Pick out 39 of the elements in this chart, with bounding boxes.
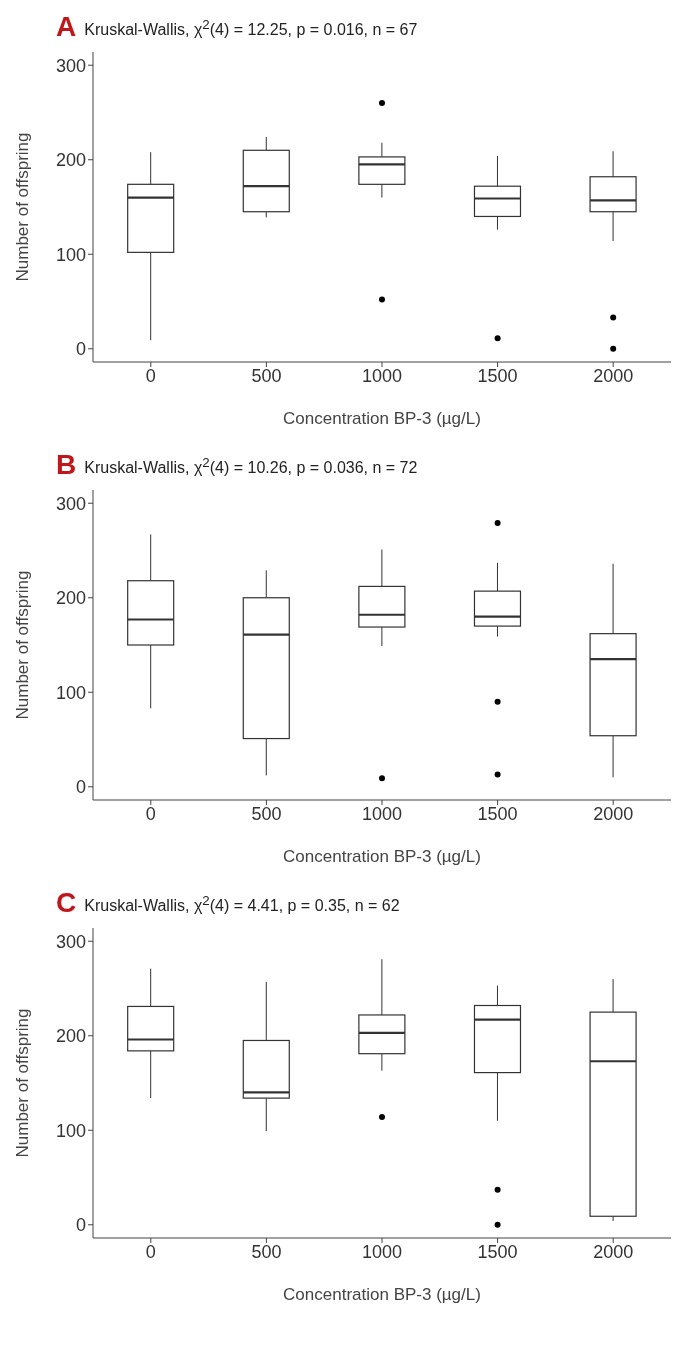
x-tick-label: 1500 <box>477 1241 518 1262</box>
y-tick-label: 0 <box>75 339 86 360</box>
x-tick-label: 1500 <box>477 803 518 824</box>
x-tick-label: 2000 <box>593 1241 634 1262</box>
x-tick-label: 1000 <box>361 1241 403 1262</box>
chart-title: Kruskal-Wallis, χ$^{2}$(4) = 4.41, p = 0.35, n = 62 <box>84 891 400 916</box>
text: B <box>56 449 77 480</box>
x-tick-label: 0 <box>145 1241 156 1262</box>
y-axis-title: Number of offspring <box>13 570 33 720</box>
x-tick-label: 2000 <box>593 803 634 824</box>
y-tick-label: 200 <box>55 150 86 171</box>
y-tick-label: 0 <box>75 1215 86 1236</box>
x-tick-label: 0 <box>145 365 156 386</box>
x-tick-label: 1000 <box>361 803 403 824</box>
y-tick-label: 300 <box>55 931 86 952</box>
y-tick-label: 300 <box>55 493 86 514</box>
x-tick-label: 2000 <box>593 365 634 386</box>
y-axis-title: Number of offspring <box>13 132 33 282</box>
y-tick-label: 100 <box>55 682 86 703</box>
x-tick-label: 500 <box>251 803 282 824</box>
text: A <box>56 11 77 42</box>
x-tick-label: 1500 <box>477 365 518 386</box>
y-tick-label: 200 <box>55 588 86 609</box>
chart-title: Kruskal-Wallis, χ$^{2}$(4) = 10.26, p = 0.036, n = 72 <box>84 453 418 478</box>
x-tick-label: 1000 <box>361 365 403 386</box>
x-tick-label: 500 <box>251 1241 282 1262</box>
x-axis-title: Concentration BP-3 (µg/L) <box>283 847 481 866</box>
y-tick-label: 100 <box>55 244 86 265</box>
y-tick-label: 200 <box>55 1026 86 1047</box>
x-tick-label: 0 <box>145 803 156 824</box>
y-tick-label: 100 <box>55 1120 86 1141</box>
y-tick-label: 0 <box>75 777 86 798</box>
chart-title: Kruskal-Wallis, χ$^{2}$(4) = 12.25, p = 0.016, n = 67 <box>84 15 418 40</box>
text: C <box>56 887 77 918</box>
x-axis-title: Concentration BP-3 (µg/L) <box>283 409 481 428</box>
y-tick-label: 300 <box>55 55 86 76</box>
x-tick-label: 500 <box>251 365 282 386</box>
x-axis-title: Concentration BP-3 (µg/L) <box>283 1285 481 1304</box>
y-axis-title: Number of offspring <box>13 1008 33 1158</box>
